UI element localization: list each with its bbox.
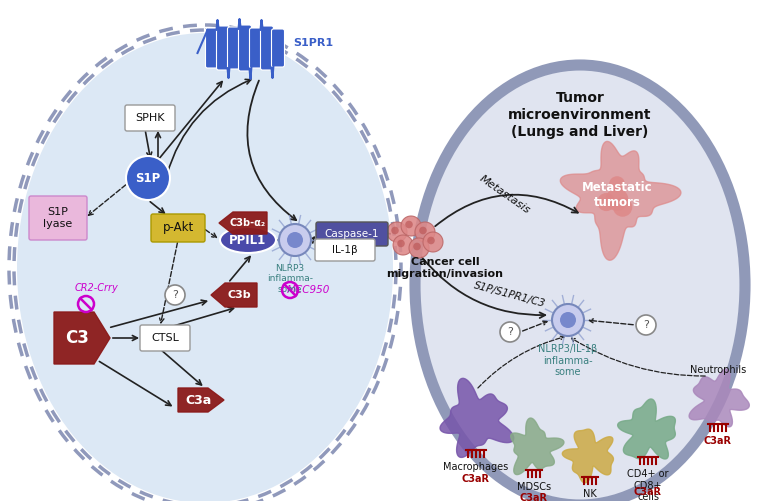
FancyBboxPatch shape: [205, 28, 218, 68]
Text: S1P
lyase: S1P lyase: [43, 207, 73, 229]
Circle shape: [165, 285, 185, 305]
Polygon shape: [178, 388, 224, 412]
Text: Cancer cell
migration/invasion: Cancer cell migration/invasion: [387, 257, 503, 279]
Circle shape: [393, 235, 413, 255]
Text: Tumor
microenvironment
(Lungs and Liver): Tumor microenvironment (Lungs and Liver): [509, 91, 652, 139]
Text: MCC950: MCC950: [287, 285, 330, 295]
Polygon shape: [689, 369, 750, 427]
Circle shape: [126, 156, 170, 200]
Text: NLRP3
inflamma-
some: NLRP3 inflamma- some: [267, 264, 313, 294]
Polygon shape: [211, 283, 257, 307]
Text: Macrophages: Macrophages: [443, 462, 509, 472]
Circle shape: [419, 226, 427, 234]
Polygon shape: [54, 312, 110, 364]
Circle shape: [287, 232, 303, 248]
Text: NLRP3/IL-1β
inflamma-
some: NLRP3/IL-1β inflamma- some: [538, 344, 597, 377]
Circle shape: [597, 193, 615, 211]
Circle shape: [613, 197, 632, 217]
Text: NK
cells: NK cells: [579, 489, 601, 501]
Text: C3aR: C3aR: [634, 487, 662, 497]
Text: Caspase-1: Caspase-1: [324, 229, 379, 239]
Text: PPIL1: PPIL1: [230, 233, 267, 246]
Text: C3aR: C3aR: [520, 493, 548, 501]
Circle shape: [413, 242, 421, 250]
FancyBboxPatch shape: [271, 29, 284, 67]
Text: MDSCs: MDSCs: [517, 482, 551, 492]
Text: IL-1β: IL-1β: [332, 245, 358, 255]
Polygon shape: [219, 212, 267, 234]
Text: CTSL: CTSL: [151, 333, 179, 343]
Polygon shape: [560, 141, 681, 261]
Circle shape: [401, 216, 421, 236]
Circle shape: [397, 239, 405, 247]
Text: SPHK: SPHK: [135, 113, 164, 123]
Text: ?: ?: [643, 320, 649, 330]
Text: C3b: C3b: [227, 290, 251, 300]
Circle shape: [552, 304, 584, 336]
Circle shape: [423, 232, 443, 252]
Text: C3b-α₂: C3b-α₂: [230, 218, 266, 228]
Circle shape: [406, 221, 413, 228]
Ellipse shape: [420, 70, 740, 500]
FancyBboxPatch shape: [261, 26, 274, 70]
Text: ?: ?: [172, 290, 178, 300]
Text: C3aR: C3aR: [704, 436, 732, 446]
FancyBboxPatch shape: [315, 239, 375, 261]
Polygon shape: [511, 418, 564, 474]
Polygon shape: [618, 399, 675, 459]
FancyBboxPatch shape: [249, 28, 262, 68]
FancyBboxPatch shape: [217, 26, 230, 70]
Circle shape: [560, 312, 576, 328]
Circle shape: [500, 322, 520, 342]
Text: S1P: S1P: [136, 171, 161, 184]
Text: ?: ?: [507, 327, 513, 337]
FancyBboxPatch shape: [227, 27, 240, 69]
Circle shape: [279, 224, 311, 256]
Text: CD4+ or
CD8+
cells: CD4+ or CD8+ cells: [628, 469, 669, 501]
Text: Metastatic
tumors: Metastatic tumors: [581, 181, 653, 209]
Circle shape: [636, 315, 656, 335]
FancyBboxPatch shape: [239, 25, 252, 71]
Circle shape: [409, 238, 429, 258]
Circle shape: [428, 236, 435, 244]
Text: C3: C3: [65, 329, 89, 347]
FancyBboxPatch shape: [151, 214, 205, 242]
FancyBboxPatch shape: [140, 325, 190, 351]
Text: C3a: C3a: [185, 393, 211, 406]
Circle shape: [606, 188, 628, 211]
Text: S1P/S1PR1/C3: S1P/S1PR1/C3: [473, 281, 547, 310]
Polygon shape: [562, 429, 613, 483]
Text: Metastasis: Metastasis: [478, 174, 532, 216]
FancyBboxPatch shape: [316, 222, 388, 246]
Ellipse shape: [17, 33, 393, 501]
Circle shape: [609, 176, 625, 192]
Text: S1PR1: S1PR1: [293, 38, 333, 48]
Polygon shape: [440, 378, 514, 457]
FancyBboxPatch shape: [29, 196, 87, 240]
Circle shape: [387, 222, 407, 242]
Text: CR2-Crry: CR2-Crry: [74, 283, 118, 293]
FancyBboxPatch shape: [125, 105, 175, 131]
Circle shape: [391, 226, 399, 234]
Circle shape: [415, 222, 435, 242]
Text: Neutrophils: Neutrophils: [690, 365, 746, 375]
Text: C3aR: C3aR: [462, 474, 490, 484]
Text: p-Akt: p-Akt: [162, 221, 193, 234]
Ellipse shape: [220, 227, 276, 253]
